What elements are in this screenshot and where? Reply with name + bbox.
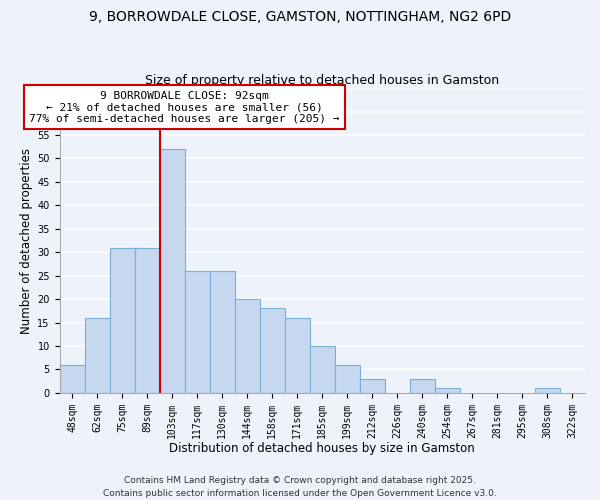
X-axis label: Distribution of detached houses by size in Gamston: Distribution of detached houses by size … [169, 442, 475, 455]
Bar [235, 299, 260, 393]
Bar [59, 364, 85, 393]
Text: 9, BORROWDALE CLOSE, GAMSTON, NOTTINGHAM, NG2 6PD: 9, BORROWDALE CLOSE, GAMSTON, NOTTINGHAM… [89, 10, 511, 24]
Bar [535, 388, 560, 393]
Bar [160, 149, 185, 393]
Bar [435, 388, 460, 393]
Bar [310, 346, 335, 393]
Bar [134, 248, 160, 393]
Text: Contains HM Land Registry data © Crown copyright and database right 2025.
Contai: Contains HM Land Registry data © Crown c… [103, 476, 497, 498]
Title: Size of property relative to detached houses in Gamston: Size of property relative to detached ho… [145, 74, 499, 87]
Bar [335, 364, 360, 393]
Bar [260, 308, 285, 393]
Bar [410, 379, 435, 393]
Text: 9 BORROWDALE CLOSE: 92sqm
← 21% of detached houses are smaller (56)
77% of semi-: 9 BORROWDALE CLOSE: 92sqm ← 21% of detac… [29, 90, 340, 124]
Bar [209, 271, 235, 393]
Y-axis label: Number of detached properties: Number of detached properties [20, 148, 33, 334]
Bar [185, 271, 209, 393]
Bar [110, 248, 134, 393]
Bar [285, 318, 310, 393]
Bar [85, 318, 110, 393]
Bar [360, 379, 385, 393]
